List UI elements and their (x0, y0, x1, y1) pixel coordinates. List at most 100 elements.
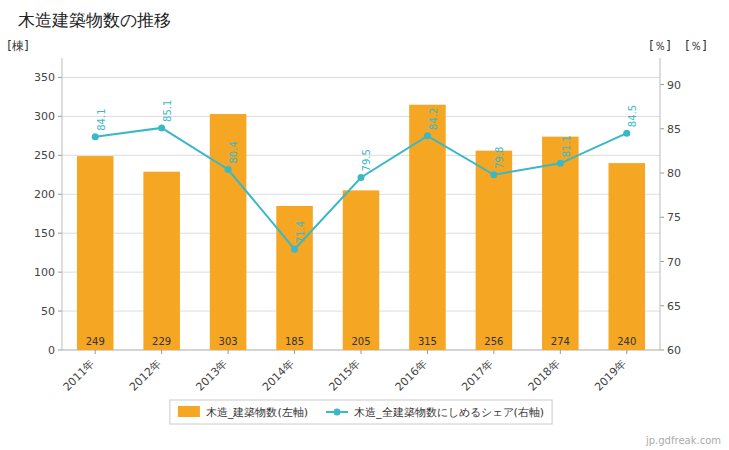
y-tick-label: 350 (34, 71, 55, 84)
legend-label: 木造_全建築物数にしめるシェア(右軸) (354, 406, 544, 419)
x-tick (626, 350, 627, 354)
data-labels: 249 229 303 185 205 315 256 274 240 84.1 85.1 80.4 7… (86, 100, 638, 347)
y-tick (58, 272, 62, 273)
line-marker (557, 160, 564, 167)
legend-swatch (178, 406, 200, 417)
x-tick (560, 350, 561, 354)
x-tick-label: 2015年 (326, 357, 363, 394)
y-tick (58, 233, 62, 234)
bar (476, 151, 513, 350)
bar (409, 105, 446, 350)
y-tick-label: 300 (34, 110, 55, 123)
bar-label: 205 (351, 336, 370, 347)
line-marker (424, 132, 431, 139)
bar-label: 229 (152, 336, 171, 347)
legend-label: 木造_建築物数(左軸) (206, 406, 308, 419)
legend: 木造_建築物数(左軸) 木造_全建築物数にしめるシェア(右軸) (170, 400, 552, 424)
line-label: 85.1 (162, 100, 173, 122)
y2-tick (660, 128, 664, 129)
bar-label: 303 (219, 336, 238, 347)
bar (143, 172, 180, 350)
line-label: 80.4 (228, 141, 239, 163)
line-marker (291, 246, 298, 253)
line-marker (158, 124, 165, 131)
y2-tick-label: 70 (667, 256, 681, 269)
bar (542, 137, 579, 350)
chart: 木造建築物数の推移 [棟] [％] [％] 0 50 100 150 200 250 300 350 6… (0, 0, 729, 450)
x-tick-label: 2012年 (127, 357, 164, 394)
line-marker (92, 133, 99, 140)
bar (276, 206, 313, 350)
legend-marker (334, 409, 341, 416)
y-tick-label: 50 (41, 305, 55, 318)
y-tick-label: 100 (34, 266, 55, 279)
line-label: 81.1 (561, 135, 572, 157)
line-marker (225, 166, 232, 173)
x-tick (361, 350, 362, 354)
background (0, 0, 729, 450)
x-tick-label: 2019年 (592, 357, 629, 394)
bar (210, 114, 247, 350)
bar-label: 249 (86, 336, 105, 347)
bar-label: 240 (617, 336, 636, 347)
bar (609, 163, 646, 350)
line-marker (490, 171, 497, 178)
y-tick (58, 350, 62, 351)
bar-label: 256 (484, 336, 503, 347)
y2-tick-label: 65 (667, 300, 681, 313)
y2-tick (660, 305, 664, 306)
y-tick (58, 194, 62, 195)
line (95, 128, 627, 249)
y2-tick (660, 173, 664, 174)
x-tick-label: 2016年 (393, 357, 430, 394)
line-label: 84.2 (428, 108, 439, 130)
legend-box (170, 400, 552, 424)
bar-label: 185 (285, 336, 304, 347)
y-tick (58, 155, 62, 156)
y2-tick-label: 60 (667, 344, 681, 357)
line-label: 84.1 (96, 108, 107, 130)
x-tick-label: 2013年 (193, 357, 230, 394)
y2-tick (660, 350, 664, 351)
y2-axis-label: [％] (649, 39, 670, 53)
y-tick (58, 311, 62, 312)
y2-axis-label: [％] (685, 39, 706, 53)
bar (343, 190, 380, 350)
y2-axis-line (660, 58, 661, 350)
y-tick-label: 200 (34, 188, 55, 201)
line-label: 71.4 (295, 221, 306, 243)
bar-label: 315 (418, 336, 437, 347)
line-label: 79.8 (494, 147, 505, 169)
y2-tick (660, 84, 664, 85)
line-label: 84.5 (627, 105, 638, 127)
grid-line (62, 77, 660, 78)
x-tick (95, 350, 96, 354)
x-tick-label: 2011年 (61, 357, 98, 394)
y-axis-line (62, 58, 63, 350)
watermark: jp.gdfreak.com (645, 435, 721, 446)
y-tick-label: 0 (48, 344, 55, 357)
x-tick (493, 350, 494, 354)
y-tick-label: 150 (34, 227, 55, 240)
y2-tick-label: 85 (667, 123, 681, 136)
marks (77, 105, 645, 350)
axes: 050100150200250300350606570758085902011年… (34, 58, 681, 394)
bar (77, 156, 114, 350)
y-axis-label: [棟] (7, 39, 28, 53)
y-tick-label: 250 (34, 149, 55, 162)
y2-tick-label: 75 (667, 211, 681, 224)
title: 木造建築物数の推移 (18, 10, 171, 30)
y2-tick (660, 261, 664, 262)
x-tick-label: 2014年 (260, 357, 297, 394)
bar-label: 274 (551, 336, 570, 347)
x-tick (228, 350, 229, 354)
x-tick (161, 350, 162, 354)
grid-line (62, 116, 660, 117)
legend-item: 木造_建築物数(左軸) (178, 406, 308, 419)
legend-item: 木造_全建築物数にしめるシェア(右軸) (326, 406, 544, 419)
y-tick (58, 116, 62, 117)
line-label: 79.5 (361, 149, 372, 171)
y2-tick-label: 80 (667, 167, 681, 180)
x-tick-label: 2018年 (526, 357, 563, 394)
y2-tick (660, 217, 664, 218)
